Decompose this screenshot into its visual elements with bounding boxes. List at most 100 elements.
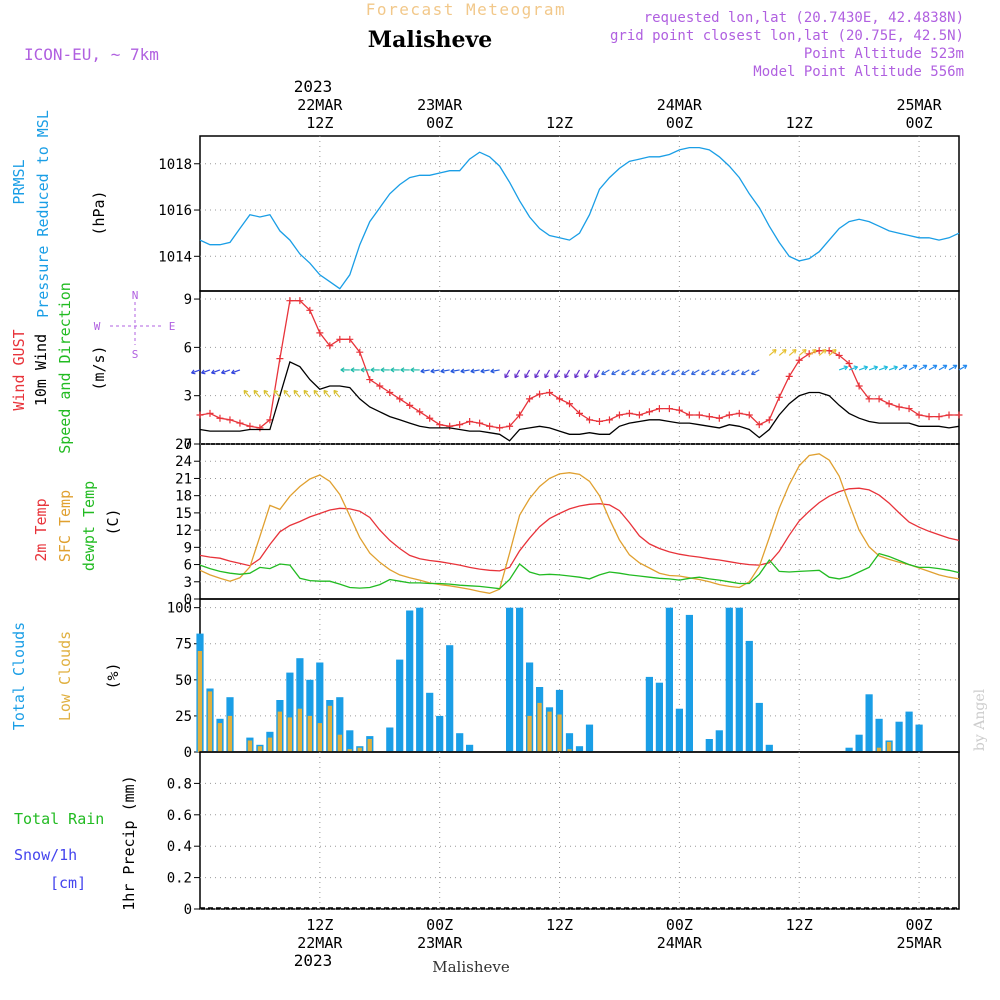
grid-coords: grid point closest lon,lat (20.75E, 42.5… [610, 28, 964, 44]
low-cloud-bar [227, 715, 233, 752]
gust-point [655, 405, 663, 413]
wind-arrow-head [410, 367, 415, 373]
wind-arrow-head [594, 373, 599, 379]
gust-point [556, 395, 564, 403]
header-title: Forecast Meteogram [366, 0, 566, 19]
wind-arrow-head [952, 364, 958, 370]
wind-arrow-head [514, 373, 519, 379]
total-cloud-bar [645, 676, 653, 752]
wind-arrow [818, 349, 827, 356]
precipitation-ytick-label: 0.2 [167, 871, 192, 887]
gust-point [286, 297, 294, 305]
temperature-ytick-label: 15 [175, 506, 192, 522]
gust-point [945, 411, 953, 419]
wind-arrow-head [490, 368, 495, 374]
wind-arrow-head [350, 367, 355, 373]
low-cloud-bar [876, 747, 882, 752]
precipitation-ytick-label: 0.8 [167, 776, 192, 792]
bottom-tick-hour: 12Z [546, 916, 573, 934]
location-title: Malisheve [368, 27, 492, 53]
wind-arrow [778, 349, 787, 356]
wind-arrow [691, 369, 700, 375]
wind-arrow [808, 349, 817, 356]
credit-label: by Angel [972, 688, 988, 751]
total-cloud-bar [705, 739, 713, 752]
top-tick-hour: 00Z [426, 114, 453, 132]
wind-arrow-head [313, 389, 319, 395]
temp-sfc-label: SFC Temp [56, 490, 74, 562]
wind-arrow [504, 369, 511, 378]
gust-point [925, 413, 933, 421]
gust-point [376, 382, 384, 390]
low-cloud-bar [357, 747, 362, 752]
gust-point [695, 411, 703, 419]
gust-point [406, 401, 414, 409]
total-cloud-bar [426, 692, 434, 752]
gust-point [735, 409, 743, 417]
wind-arrow [514, 369, 521, 378]
wind-gust-line [199, 300, 959, 429]
compass-w: W [94, 320, 101, 333]
wind-arrow-head [231, 369, 236, 375]
temp-dewpt-label: dewpt Temp [80, 481, 98, 571]
wind-arrow [333, 390, 341, 398]
pressure-panel-labels: PRMSL Pressure Reduced to MSL (hPa) [10, 110, 108, 318]
gust-point [885, 400, 893, 408]
wind-arrow [651, 369, 660, 375]
total-cloud-bar [436, 715, 444, 752]
wind-arrow-head [740, 370, 746, 376]
pressure-ytick-label: 1018 [158, 157, 192, 173]
gust-point [366, 376, 374, 384]
gust-point [625, 409, 633, 417]
10m-wind-line [199, 360, 960, 442]
wind-arrow-head [812, 349, 817, 354]
wind-arrow [751, 369, 760, 375]
gust-point [835, 351, 843, 359]
wind-arrow [848, 366, 858, 371]
precipitation-ytick-label: 0.6 [167, 808, 192, 824]
temperature-ytick-label: 9 [184, 540, 192, 556]
wind-arrow [948, 364, 958, 371]
top-tick-hour: 12Z [306, 114, 333, 132]
temperature-ytick-label: 18 [175, 489, 192, 505]
wind-arrow-head [470, 368, 475, 374]
footer-location: Malisheve [432, 958, 510, 976]
gust-point [905, 405, 913, 413]
gust-point [566, 400, 574, 408]
low-cloud-bar [317, 723, 322, 752]
gust-point [456, 421, 464, 429]
wind-arrow-head [440, 368, 445, 374]
wind-arrow-head [323, 389, 328, 395]
wind-arrow-head [651, 370, 656, 376]
wind-unit: (m/s) [90, 345, 108, 390]
wind-arrow [534, 369, 541, 378]
precipitation-panel: 0 0.2 0.4 0.6 0.8 [167, 751, 960, 918]
wind-arrow [661, 369, 670, 375]
gust-point [306, 306, 314, 314]
wind-arrow-head [671, 370, 676, 376]
gust-point [526, 395, 534, 403]
wind-arrow-head [902, 364, 908, 370]
compass-rose: N S W E [94, 289, 176, 361]
bottom-tick-date: 22MAR [297, 934, 343, 952]
wind-arrow-head [611, 370, 616, 376]
gust-point [316, 329, 324, 337]
clouds-frame [199, 598, 960, 753]
gust-point [236, 419, 244, 427]
gust-point [855, 382, 863, 390]
low-cloud-bar [267, 737, 273, 752]
wind-arrow [928, 364, 938, 371]
wind-arrow [470, 369, 480, 373]
wind-panel-labels: Wind GUST 10m Wind Speed and Direction (… [10, 282, 175, 454]
wind-arrow [191, 369, 201, 374]
precipitation-ytick-label: 0.4 [167, 839, 192, 855]
wind-arrow-head [802, 349, 807, 354]
total-cloud-bar [875, 718, 883, 752]
gust-point [576, 409, 583, 417]
wind-arrow-head [221, 369, 226, 375]
total-cloud-bar [865, 694, 873, 752]
wind-arrow-head [273, 389, 279, 395]
wind-arrow-head [480, 368, 485, 374]
wind-arrow-head [720, 370, 726, 376]
